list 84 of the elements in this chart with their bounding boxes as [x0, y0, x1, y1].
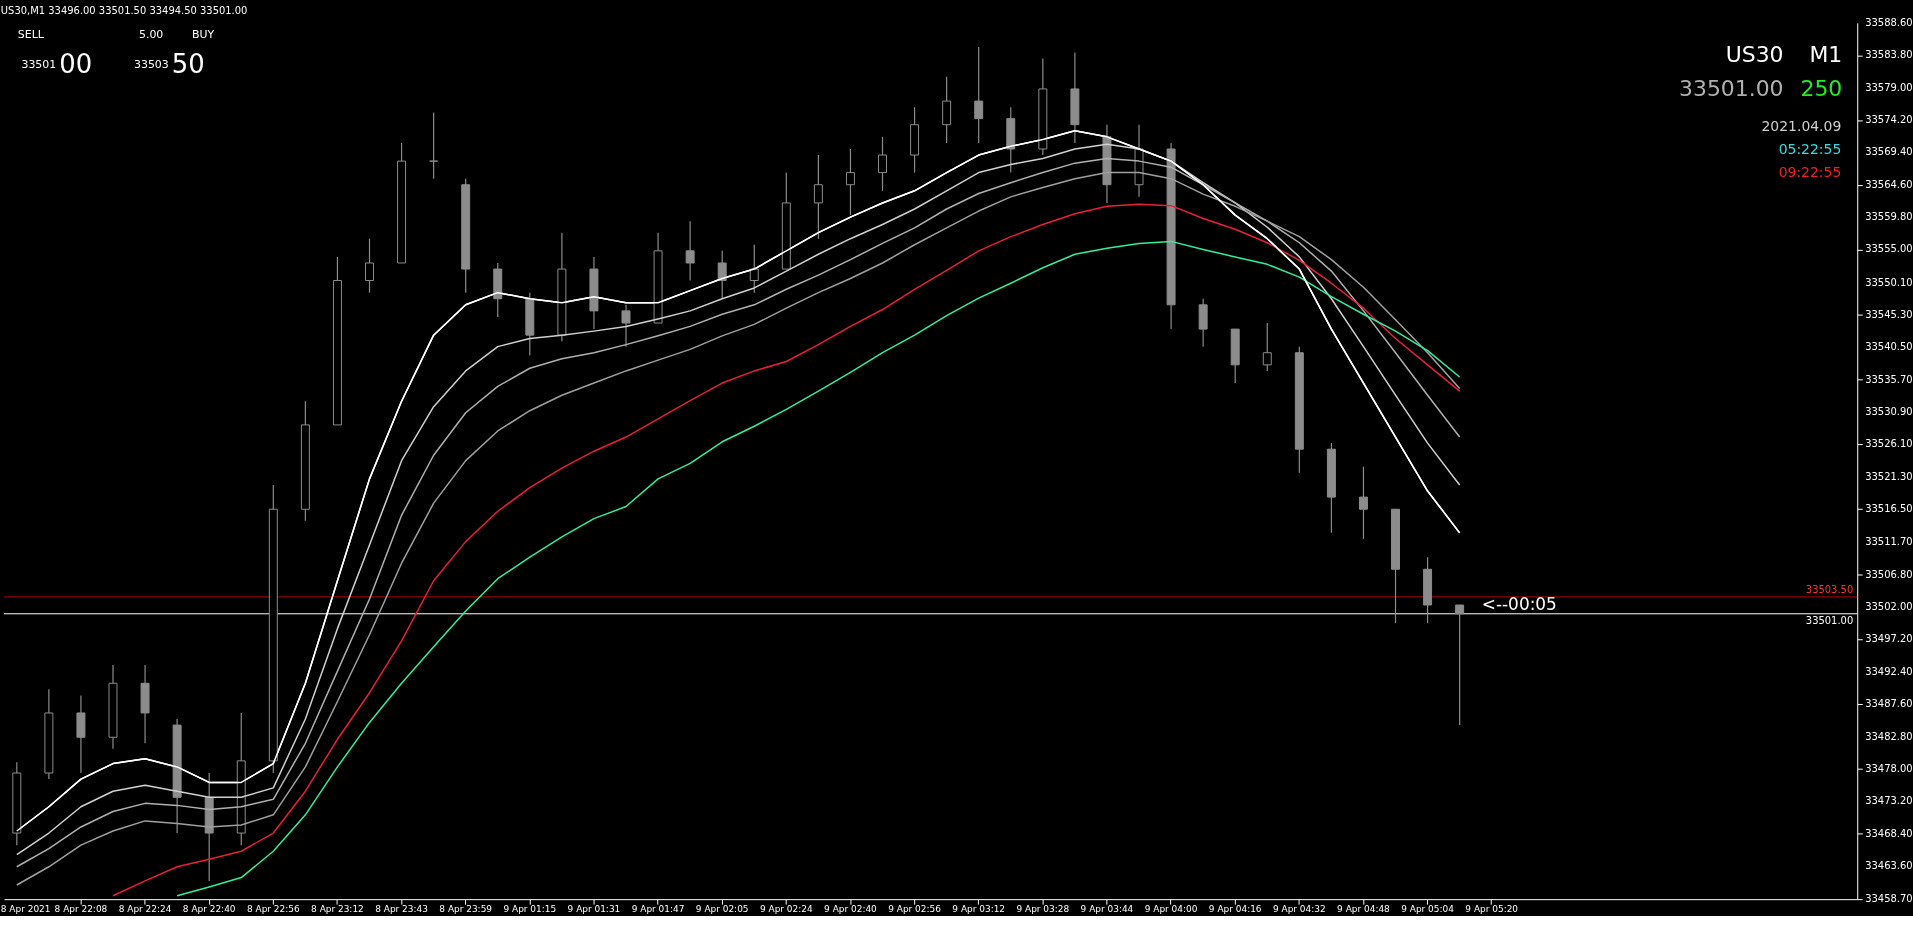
annotation: M1 [1809, 41, 1843, 67]
x-tick-label: 9 Apr 02:05 [695, 904, 749, 915]
annotation: 33503 [133, 57, 169, 71]
x-tick-label: 9 Apr 02:24 [759, 904, 813, 915]
y-tick-label: 33478.00 [1865, 762, 1913, 774]
y-tick-label: 33473.20 [1865, 795, 1913, 807]
x-tick-label: 9 Apr 01:47 [631, 904, 685, 915]
candlestick [749, 244, 759, 294]
y-tick-label: 33463.60 [1865, 860, 1913, 872]
x-tick-label: 9 Apr 03:44 [1080, 904, 1134, 915]
x-tick-label: 8 Apr 22:40 [182, 904, 236, 915]
annotation: SELL [17, 27, 45, 41]
y-tick-label: 33579.00 [1865, 81, 1913, 93]
y-tick-label: 33545.30 [1865, 308, 1913, 320]
candlestick [1358, 466, 1368, 540]
y-tick-label: 33535.70 [1865, 373, 1913, 385]
x-tick-label: 9 Apr 02:56 [888, 904, 942, 915]
annotation: 5.00 [138, 27, 164, 41]
annotation: 00 [59, 48, 93, 79]
y-tick-label: 33559.80 [1865, 211, 1913, 223]
candlestick [429, 111, 439, 180]
x-tick-label: 9 Apr 03:12 [952, 904, 1006, 915]
candlestick [845, 148, 855, 216]
x-tick-label: 8 Apr 22:08 [54, 904, 108, 915]
annotation: US30 [1725, 41, 1784, 67]
x-tick-label: 8 Apr 23:12 [311, 904, 364, 915]
y-tick-label: 33511.70 [1865, 535, 1913, 547]
x-tick-label: 9 Apr 01:31 [567, 904, 621, 915]
y-tick-label: 33526.10 [1865, 438, 1913, 450]
x-tick-label: 9 Apr 05:20 [1465, 904, 1519, 915]
annotation: <--00:05 [1481, 593, 1557, 614]
candlestick [813, 154, 823, 240]
y-tick-label: 33550.10 [1865, 276, 1913, 288]
y-tick-label: 33540.50 [1865, 341, 1913, 353]
y-tick-label: 33506.80 [1865, 568, 1913, 580]
x-tick-label: 9 Apr 03:28 [1016, 904, 1070, 915]
y-tick-label: 33530.90 [1865, 406, 1913, 418]
y-tick-label: 33458.70 [1865, 893, 1913, 905]
y-tick-label: 33516.50 [1865, 503, 1913, 515]
y-tick-label: 33574.20 [1865, 113, 1913, 125]
y-tick-label: 33487.60 [1865, 698, 1913, 710]
y-tick-label: 33468.40 [1865, 827, 1913, 839]
x-tick-label: 9 Apr 04:00 [1144, 904, 1198, 915]
annotation: BUY [192, 27, 215, 41]
x-tick-label: 9 Apr 02:40 [824, 904, 878, 915]
candlestick [685, 220, 695, 282]
y-tick-label: 33569.40 [1865, 146, 1913, 158]
y-tick-label: 33588.60 [1865, 16, 1913, 28]
annotation: 50 [171, 48, 205, 79]
y-tick-label: 33492.40 [1865, 665, 1913, 677]
x-tick-label: 9 Apr 05:04 [1401, 904, 1455, 915]
annotation: 33501.00 [1679, 75, 1784, 101]
candlestick [974, 46, 984, 144]
x-tick-label: 9 Apr 04:48 [1337, 904, 1391, 915]
chart-title: US30,M1 33496.00 33501.50 33494.50 33501.00 [0, 4, 248, 16]
y-tick-label: 33564.60 [1865, 178, 1913, 190]
x-tick-label: 8 Apr 23:59 [439, 904, 493, 915]
annotation: 250 [1800, 75, 1843, 101]
ref-line-label: 33503.50 [1805, 583, 1854, 595]
y-tick-label: 33555.00 [1865, 243, 1913, 255]
candlestick [1262, 322, 1272, 372]
candlestick [365, 238, 374, 294]
annotation: 09:22:55 [1778, 164, 1842, 181]
candlestick [942, 76, 952, 144]
x-tick-label: 8 Apr 22:56 [246, 904, 300, 915]
y-tick-label: 33482.80 [1865, 730, 1913, 742]
x-tick-label: 8 Apr 2021 [0, 904, 51, 915]
candlestick [621, 304, 631, 348]
x-tick-label: 8 Apr 22:24 [118, 904, 172, 915]
y-tick-label: 33583.80 [1865, 49, 1913, 61]
y-tick-label: 33502.00 [1865, 601, 1913, 613]
ref-line-label: 33501.00 [1805, 614, 1854, 626]
annotation: 33501 [21, 57, 57, 71]
candlestick [878, 136, 887, 192]
candlestick [1455, 604, 1465, 726]
y-tick-label: 33497.20 [1865, 633, 1913, 645]
x-tick-label: 8 Apr 23:43 [375, 904, 428, 915]
x-tick-label: 9 Apr 01:15 [503, 904, 557, 915]
annotation: 05:22:55 [1778, 141, 1842, 158]
x-tick-label: 9 Apr 04:16 [1208, 904, 1262, 915]
y-tick-label: 33521.30 [1865, 470, 1913, 482]
candlestick [717, 250, 727, 300]
annotation: 2021.04.09 [1761, 118, 1842, 135]
x-tick-label: 9 Apr 04:32 [1272, 904, 1326, 915]
